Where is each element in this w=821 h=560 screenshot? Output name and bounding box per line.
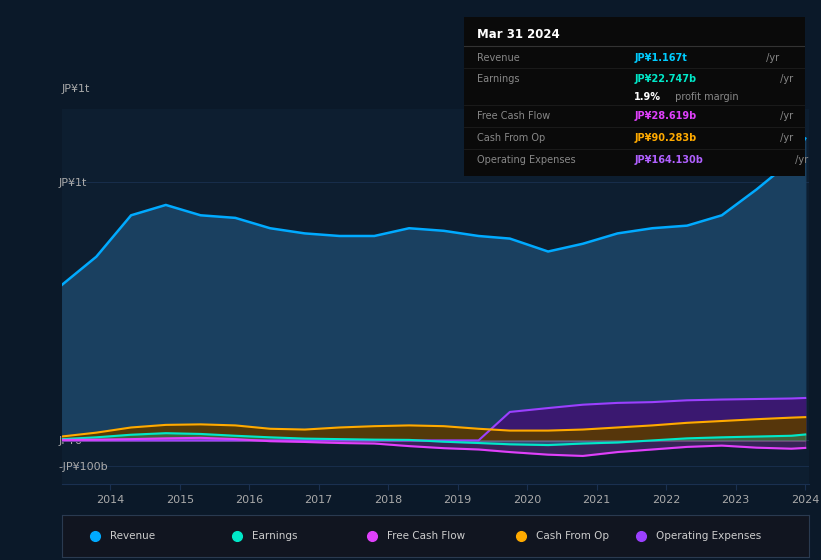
Text: JP¥1.167t: JP¥1.167t: [635, 53, 687, 63]
Text: Revenue: Revenue: [110, 531, 155, 541]
Text: Free Cash Flow: Free Cash Flow: [478, 111, 551, 121]
Text: /yr: /yr: [791, 156, 808, 165]
Text: Cash From Op: Cash From Op: [478, 133, 546, 143]
Text: /yr: /yr: [777, 74, 793, 84]
Text: /yr: /yr: [777, 111, 793, 121]
Text: JP¥1t: JP¥1t: [62, 84, 90, 94]
Text: Revenue: Revenue: [478, 53, 521, 63]
Text: Operating Expenses: Operating Expenses: [478, 156, 576, 165]
Text: profit margin: profit margin: [672, 92, 738, 101]
Text: JP¥22.747b: JP¥22.747b: [635, 74, 696, 84]
Text: Earnings: Earnings: [252, 531, 297, 541]
Text: 1.9%: 1.9%: [635, 92, 661, 101]
Text: Mar 31 2024: Mar 31 2024: [478, 28, 560, 41]
Text: JP¥164.130b: JP¥164.130b: [635, 156, 703, 165]
Text: JP¥28.619b: JP¥28.619b: [635, 111, 696, 121]
Text: Free Cash Flow: Free Cash Flow: [387, 531, 465, 541]
Text: JP¥90.283b: JP¥90.283b: [635, 133, 696, 143]
Text: /yr: /yr: [763, 53, 779, 63]
Text: Operating Expenses: Operating Expenses: [655, 531, 761, 541]
Text: Earnings: Earnings: [478, 74, 520, 84]
Text: Cash From Op: Cash From Op: [536, 531, 609, 541]
Text: /yr: /yr: [777, 133, 793, 143]
